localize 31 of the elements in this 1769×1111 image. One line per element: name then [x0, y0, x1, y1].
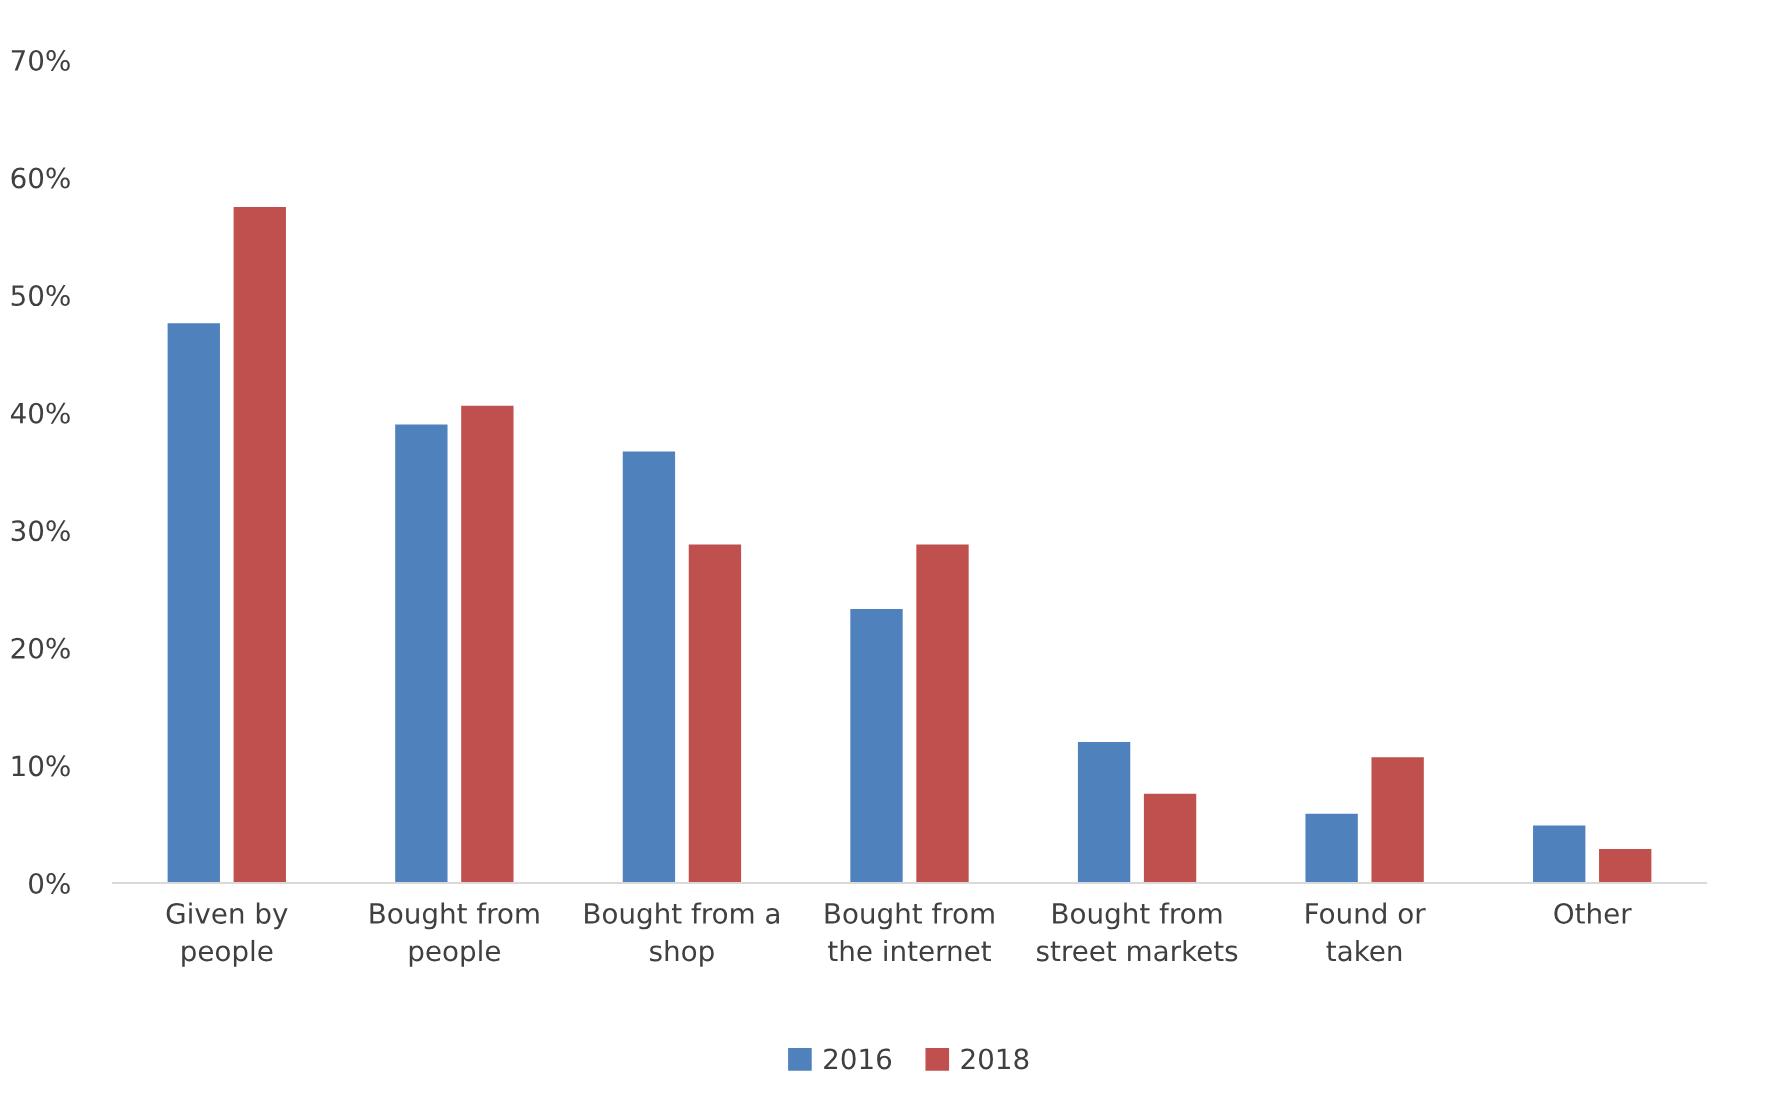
y-tick-label: 30% [11, 520, 70, 542]
x-tick-label: Bought from street markets [1037, 902, 1238, 962]
y-tick-label: 50% [11, 285, 70, 307]
legend-label: 2016 [824, 1048, 892, 1070]
y-tick-label: 20% [11, 637, 70, 659]
x-tick-label: Bought from people [370, 902, 539, 967]
bar [1143, 793, 1197, 883]
y-tick-label: 40% [10, 402, 70, 424]
x-tick-label: Bought from the internet [825, 902, 994, 962]
y-tick-label: 70% [11, 49, 70, 71]
y-tick-label: 60% [11, 167, 70, 189]
legend-label: 2018 [961, 1048, 1029, 1070]
bar [622, 451, 676, 883]
y-tick-label: 10% [12, 755, 70, 777]
bar [850, 609, 903, 883]
y-tick-label: 0% [29, 872, 70, 894]
bar [233, 206, 286, 883]
bar [1371, 757, 1424, 883]
bar [395, 424, 448, 883]
x-tick-label: Bought from a shop [585, 902, 779, 967]
bar [688, 544, 742, 883]
bar [167, 323, 220, 883]
x-tick-label: Other [1554, 902, 1632, 924]
bar [1077, 741, 1131, 883]
bar [1533, 825, 1586, 883]
x-tick-label: Found or taken [1306, 902, 1426, 962]
bar [461, 405, 514, 883]
x-tick-label: Given by people [166, 902, 288, 967]
bar [1305, 813, 1358, 883]
bar [1599, 848, 1652, 883]
bar [916, 544, 969, 883]
